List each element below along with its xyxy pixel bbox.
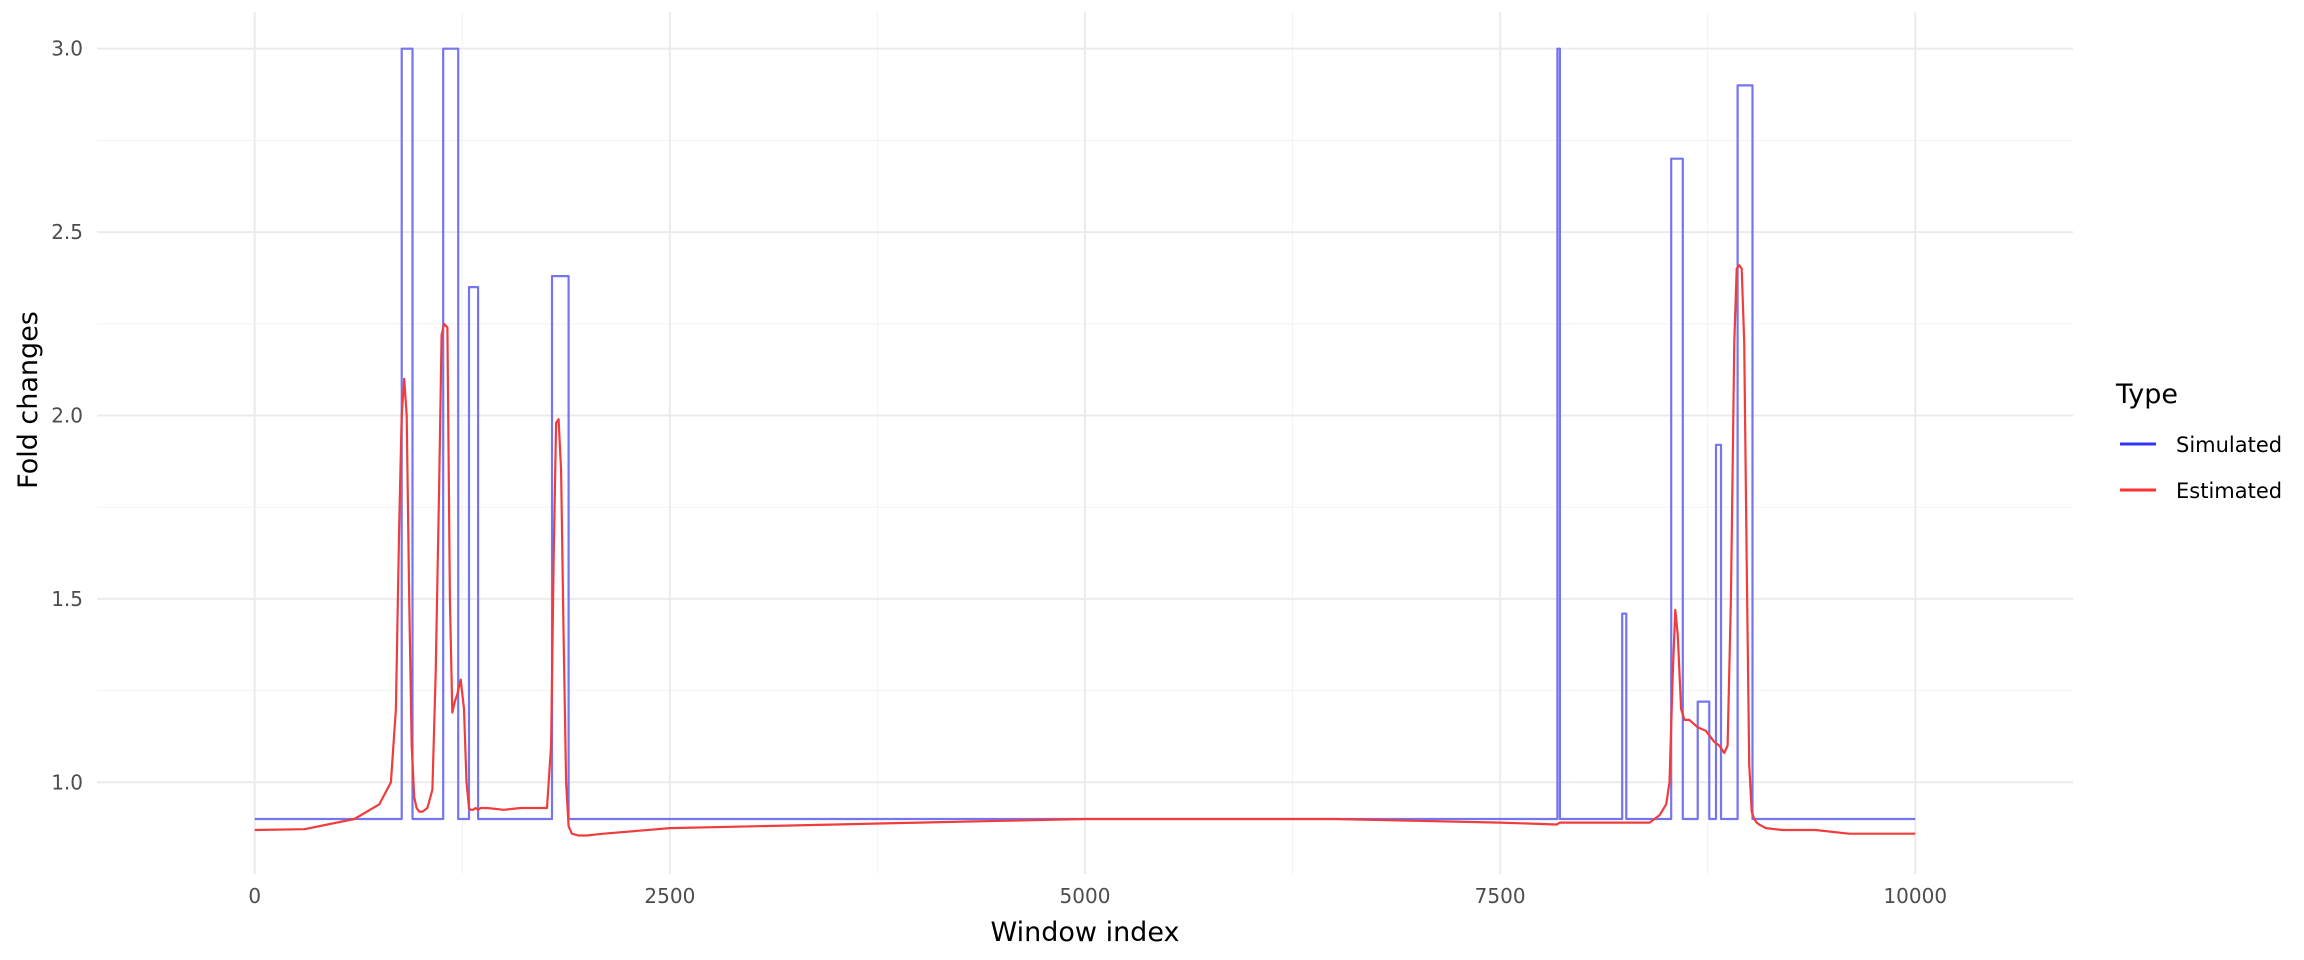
y-tick-label: 1.0 (51, 770, 83, 794)
y-tick-label: 3.0 (51, 37, 83, 61)
x-tick-label: 5000 (1060, 884, 1111, 908)
y-axis-tick-labels: 1.0 1.5 2.0 2.5 3.0 (51, 37, 83, 795)
x-tick-label: 7500 (1475, 884, 1526, 908)
major-gridlines (97, 12, 2073, 874)
legend-title: Type (2115, 379, 2178, 410)
legend-label-simulated: Simulated (2176, 433, 2282, 457)
legend-label-estimated: Estimated (2176, 479, 2282, 503)
series-line-estimated (254, 264, 1916, 837)
y-tick-label: 1.5 (51, 587, 83, 611)
x-axis-tick-labels: 0 2500 5000 7500 10000 (248, 884, 1947, 908)
series-layer (254, 47, 1916, 837)
series-line-simulated (254, 47, 1916, 821)
y-tick-label: 2.0 (51, 403, 83, 427)
x-axis-title: Window index (991, 917, 1180, 948)
legend: Type Simulated Estimated (2115, 379, 2282, 503)
x-tick-label: 2500 (644, 884, 695, 908)
x-tick-label: 0 (248, 884, 261, 908)
y-tick-label: 2.5 (51, 220, 83, 244)
y-axis-title: Fold changes (13, 311, 44, 489)
x-tick-label: 10000 (1883, 884, 1947, 908)
